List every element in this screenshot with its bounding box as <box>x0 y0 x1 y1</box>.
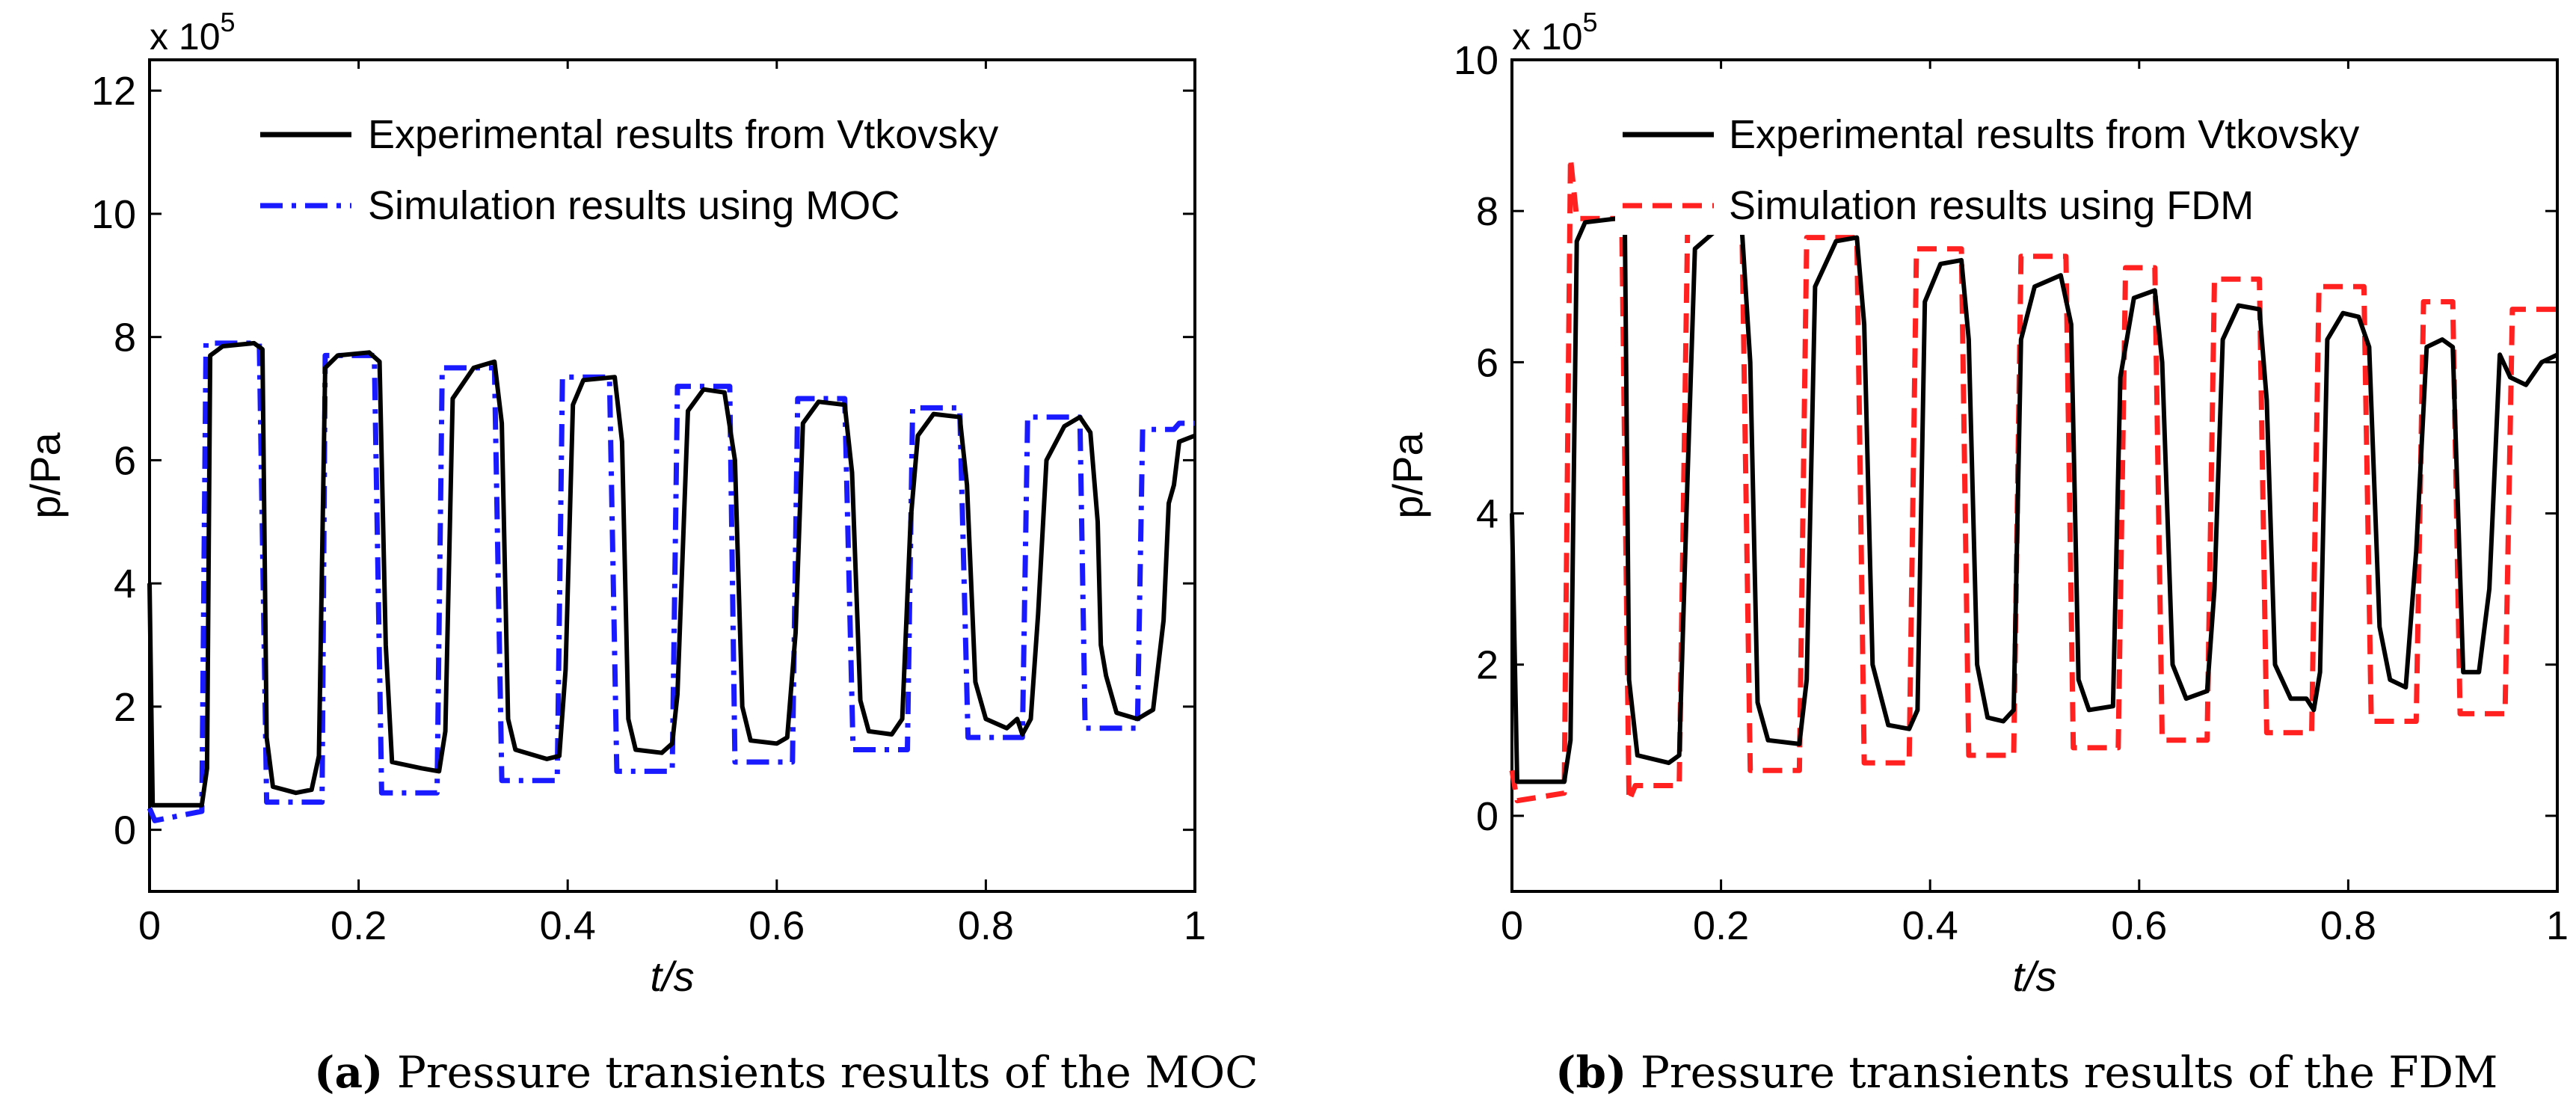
x-tick-label-b-0: 0 <box>1501 903 1523 948</box>
caption-a-text: Pressure transients results of the MOC <box>396 1047 1258 1098</box>
x-axis-label-b: t/s <box>2012 953 2056 1000</box>
legend-b: Experimental results from Vtkovsky Simul… <box>1615 69 2542 235</box>
x-tick-label-b-2: 0.4 <box>1902 903 1958 948</box>
x-tick-label-a-3: 0.6 <box>748 903 805 948</box>
legend-label-b-0: Experimental results from Vtkovsky <box>1729 112 2359 157</box>
caption-b: (b) Pressure transients results of the F… <box>1555 1047 2497 1098</box>
legend-a: Experimental results from Vtkovsky Simul… <box>254 69 1180 235</box>
series-group-a <box>147 340 1196 823</box>
y-axis-label-a: p/Pa <box>22 432 69 519</box>
x-tick-label-a-5: 1 <box>1184 903 1206 948</box>
caption-a-label: (a) <box>314 1047 384 1098</box>
y-tick-label-b-4: 8 <box>1476 189 1498 234</box>
legend-label-a-1: Simulation results using MOC <box>368 183 900 228</box>
y-tick-label-b-5: 10 <box>1454 38 1498 83</box>
y-axis-label-b: p/Pa <box>1384 432 1431 519</box>
x-axis-label-a: t/s <box>650 953 694 1000</box>
y-tick-label-a-1: 2 <box>114 685 136 730</box>
y-tick-label-a-2: 4 <box>114 562 136 606</box>
x-tick-label-a-4: 0.8 <box>958 903 1014 948</box>
x-tick-label-b-4: 0.8 <box>2320 903 2376 948</box>
caption-b-label: (b) <box>1555 1047 1627 1098</box>
x-tick-label-b-5: 1 <box>2546 903 2569 948</box>
series-line-a-0 <box>147 340 1196 808</box>
y-tick-label-a-4: 8 <box>114 316 136 360</box>
y-exponent-a: x 105 <box>150 7 236 58</box>
y-tick-label-b-3: 6 <box>1476 340 1498 385</box>
x-tick-label-b-1: 0.2 <box>1693 903 1749 948</box>
series-line-b-1 <box>1509 155 2557 804</box>
x-tick-label-a-0: 0 <box>138 903 161 948</box>
x-tick-label-b-3: 0.6 <box>2111 903 2167 948</box>
legend-box-a <box>254 69 1180 235</box>
x-tick-label-a-2: 0.4 <box>540 903 596 948</box>
series-group-b <box>1509 155 2559 804</box>
series-line-a-1 <box>147 340 1195 823</box>
legend-box-b <box>1615 69 2542 235</box>
legend-label-b-1: Simulation results using FDM <box>1729 183 2254 228</box>
y-tick-label-b-1: 2 <box>1476 643 1498 688</box>
y-tick-label-a-3: 6 <box>114 438 136 483</box>
legend-label-a-0: Experimental results from Vtkovsky <box>368 112 998 157</box>
y-tick-label-b-2: 4 <box>1476 492 1498 537</box>
series-line-b-0 <box>1510 216 2559 784</box>
caption-a: (a) Pressure transients results of the M… <box>314 1047 1258 1098</box>
y-tick-label-a-5: 10 <box>91 192 136 237</box>
y-tick-label-a-6: 12 <box>91 69 136 114</box>
y-tick-label-a-0: 0 <box>114 808 136 853</box>
caption-b-text: Pressure transients results of the FDM <box>1640 1047 2498 1098</box>
y-exponent-b: x 105 <box>1512 7 1598 58</box>
y-tick-label-b-0: 0 <box>1476 794 1498 839</box>
x-tick-label-a-1: 0.2 <box>331 903 387 948</box>
